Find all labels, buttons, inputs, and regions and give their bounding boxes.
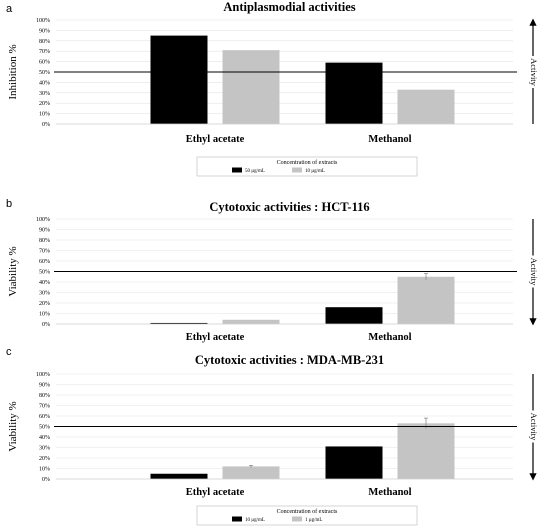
bar	[325, 307, 383, 324]
y-tick-label: 80%	[39, 238, 50, 244]
legend-item-label: 10 µg/mL	[305, 169, 325, 174]
y-tick-label: 100%	[36, 372, 50, 378]
y-tick-label: 70%	[39, 404, 50, 410]
bar	[222, 466, 280, 479]
bar	[397, 276, 455, 324]
y-tick-label: 60%	[39, 60, 50, 66]
bar	[150, 473, 208, 479]
category-label: Methanol	[368, 332, 411, 343]
y-tick-label: 70%	[39, 49, 50, 55]
activity-label-bg	[528, 255, 538, 288]
legend-swatch	[292, 167, 302, 173]
activity-label: Activity	[529, 413, 539, 442]
legend-swatch	[232, 167, 242, 173]
legend-title: Concentration of extracts	[277, 159, 338, 166]
y-tick-label: 40%	[39, 80, 50, 86]
y-tick-label: 100%	[36, 217, 50, 223]
y-tick-label: 0%	[42, 477, 50, 483]
legend-swatch	[232, 516, 242, 522]
y-tick-label: 20%	[39, 301, 50, 307]
bar	[397, 423, 455, 479]
y-tick-label: 80%	[39, 39, 50, 45]
y-tick-label: 0%	[42, 122, 50, 128]
y-tick-label: 60%	[39, 259, 50, 265]
bar	[150, 322, 208, 324]
category-label: Ethyl acetate	[186, 134, 245, 145]
y-tick-label: 70%	[39, 249, 50, 255]
bar	[325, 62, 383, 124]
y-tick-label: 10%	[39, 467, 50, 473]
chart-title: Cytotoxic activities : MDA-MB-231	[195, 353, 384, 367]
legend-item-label: 50 µg/mL	[245, 169, 265, 174]
legend-box	[196, 505, 418, 526]
legend-swatch	[292, 516, 302, 522]
y-tick-label: 20%	[39, 101, 50, 107]
panel-letter: c	[6, 346, 12, 358]
bar	[397, 89, 455, 124]
y-tick-label: 100%	[36, 18, 50, 24]
category-label: Methanol	[368, 134, 411, 145]
y-tick-label: 30%	[39, 446, 50, 452]
legend-box	[196, 156, 418, 177]
y-tick-label: 40%	[39, 280, 50, 286]
chart-title: Antiplasmodial activities	[223, 0, 355, 14]
legend-title: Concentration of extracts	[277, 508, 338, 515]
y-tick-label: 50%	[39, 270, 50, 276]
bar	[150, 35, 208, 124]
panel-letter: a	[6, 3, 13, 15]
activity-label-bg	[528, 56, 538, 88]
y-tick-label: 0%	[42, 322, 50, 328]
activity-label: Activity	[529, 258, 539, 287]
chart-title: Cytotoxic activities : HCT-116	[209, 200, 369, 214]
bar	[325, 446, 383, 479]
activity-label-bg	[528, 410, 538, 443]
y-tick-label: 50%	[39, 70, 50, 76]
y-tick-label: 10%	[39, 112, 50, 118]
activity-label: Activity	[529, 58, 539, 87]
bar	[222, 50, 280, 124]
y-tick-label: 80%	[39, 393, 50, 399]
legend-item-label: 10 µg/mL	[245, 518, 265, 523]
y-tick-label: 30%	[39, 291, 50, 297]
y-tick-label: 10%	[39, 312, 50, 318]
category-label: Ethyl acetate	[186, 487, 245, 498]
panel-letter: b	[6, 198, 12, 210]
category-label: Ethyl acetate	[186, 332, 245, 343]
y-tick-label: 30%	[39, 91, 50, 97]
y-axis-label: Inhibition %	[7, 44, 19, 99]
y-tick-label: 50%	[39, 425, 50, 431]
legend-item-label: 1 µg/mL	[305, 518, 322, 523]
y-tick-label: 60%	[39, 414, 50, 420]
y-axis-label: Viability %	[7, 401, 19, 451]
bar	[222, 319, 280, 324]
y-tick-label: 40%	[39, 435, 50, 441]
category-label: Methanol	[368, 487, 411, 498]
y-tick-label: 90%	[39, 228, 50, 234]
y-axis-label: Viability %	[7, 246, 19, 296]
y-tick-label: 90%	[39, 28, 50, 34]
y-tick-label: 20%	[39, 456, 50, 462]
y-tick-label: 90%	[39, 383, 50, 389]
